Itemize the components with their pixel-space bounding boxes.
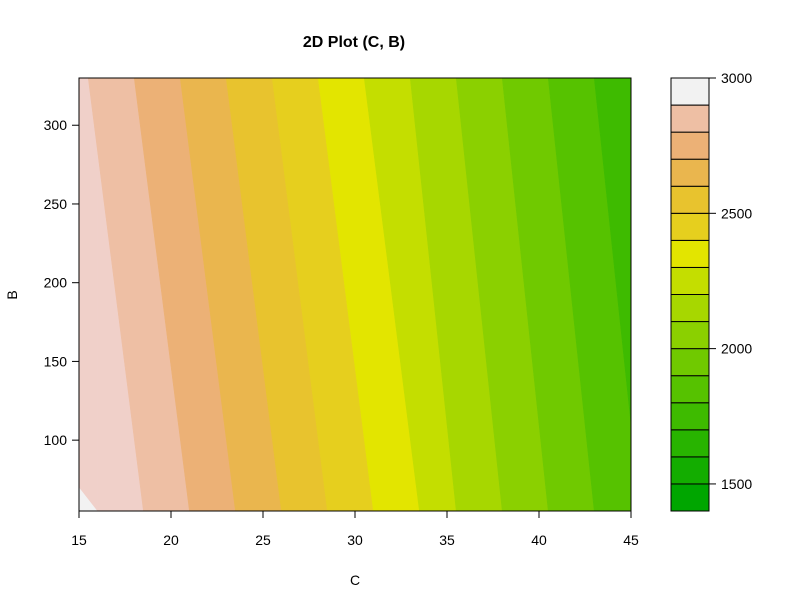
colorbar-tick-label: 1500 xyxy=(721,476,752,492)
x-axis: 15 20 25 30 35 40 45 xyxy=(71,511,639,548)
colorbar-frame xyxy=(670,77,710,512)
colorbar-swatch xyxy=(670,294,710,323)
y-tick-label: 100 xyxy=(44,432,68,448)
colorbar: 1500 2000 2500 3000 xyxy=(670,70,752,512)
colorbar-swatch xyxy=(670,77,710,106)
contour-band xyxy=(133,78,236,511)
colorbar-swatch xyxy=(670,456,710,485)
colorbar-swatch xyxy=(670,348,710,377)
contour-band xyxy=(455,78,549,511)
colorbar-swatch xyxy=(670,483,710,512)
colorbar-swatch xyxy=(670,212,710,241)
colorbar-swatch xyxy=(670,104,710,133)
contour-band xyxy=(87,78,190,511)
y-tick-label: 250 xyxy=(44,196,68,212)
colorbar-swatch xyxy=(670,321,710,350)
contour-band xyxy=(79,487,98,511)
x-tick-label: 35 xyxy=(439,532,455,548)
contour-band xyxy=(317,78,420,511)
x-tick-label: 30 xyxy=(347,532,363,548)
x-tick-label: 45 xyxy=(623,532,639,548)
x-tick-label: 25 xyxy=(255,532,271,548)
colorbar-swatch xyxy=(670,185,710,214)
x-tick-label: 40 xyxy=(531,532,547,548)
colorbar-swatch xyxy=(670,375,710,404)
contour-band xyxy=(409,78,503,511)
colorbar-swatch xyxy=(670,131,710,160)
colorbar-swatch xyxy=(670,429,710,458)
x-tick-label: 15 xyxy=(71,532,87,548)
colorbar-swatch xyxy=(670,158,710,187)
contour-band xyxy=(501,78,595,511)
y-tick-label: 150 xyxy=(44,353,68,369)
chart-title: 2D Plot (C, B) xyxy=(303,34,405,51)
colorbar-tick-label: 2000 xyxy=(721,341,752,357)
contour-band xyxy=(79,78,98,511)
contour-band xyxy=(593,78,631,427)
colorbar-swatch xyxy=(670,402,710,431)
contour-band xyxy=(363,78,457,511)
colorbar-tick-label: 3000 xyxy=(721,70,752,86)
x-tick-label: 20 xyxy=(163,532,179,548)
x-axis-label: C xyxy=(350,572,360,588)
contour-band xyxy=(547,78,631,511)
y-axis-label: B xyxy=(4,290,20,299)
contour-band xyxy=(179,78,282,511)
y-tick-label: 200 xyxy=(44,275,68,291)
y-tick-label: 300 xyxy=(44,117,68,133)
y-axis: 100 150 200 250 300 xyxy=(44,117,79,448)
colorbar-tick-label: 2500 xyxy=(721,205,752,221)
colorbar-swatch xyxy=(670,266,710,295)
plot-area xyxy=(79,78,631,511)
contour-band xyxy=(225,78,328,511)
contour-band xyxy=(271,78,374,511)
colorbar-swatch xyxy=(670,239,710,268)
